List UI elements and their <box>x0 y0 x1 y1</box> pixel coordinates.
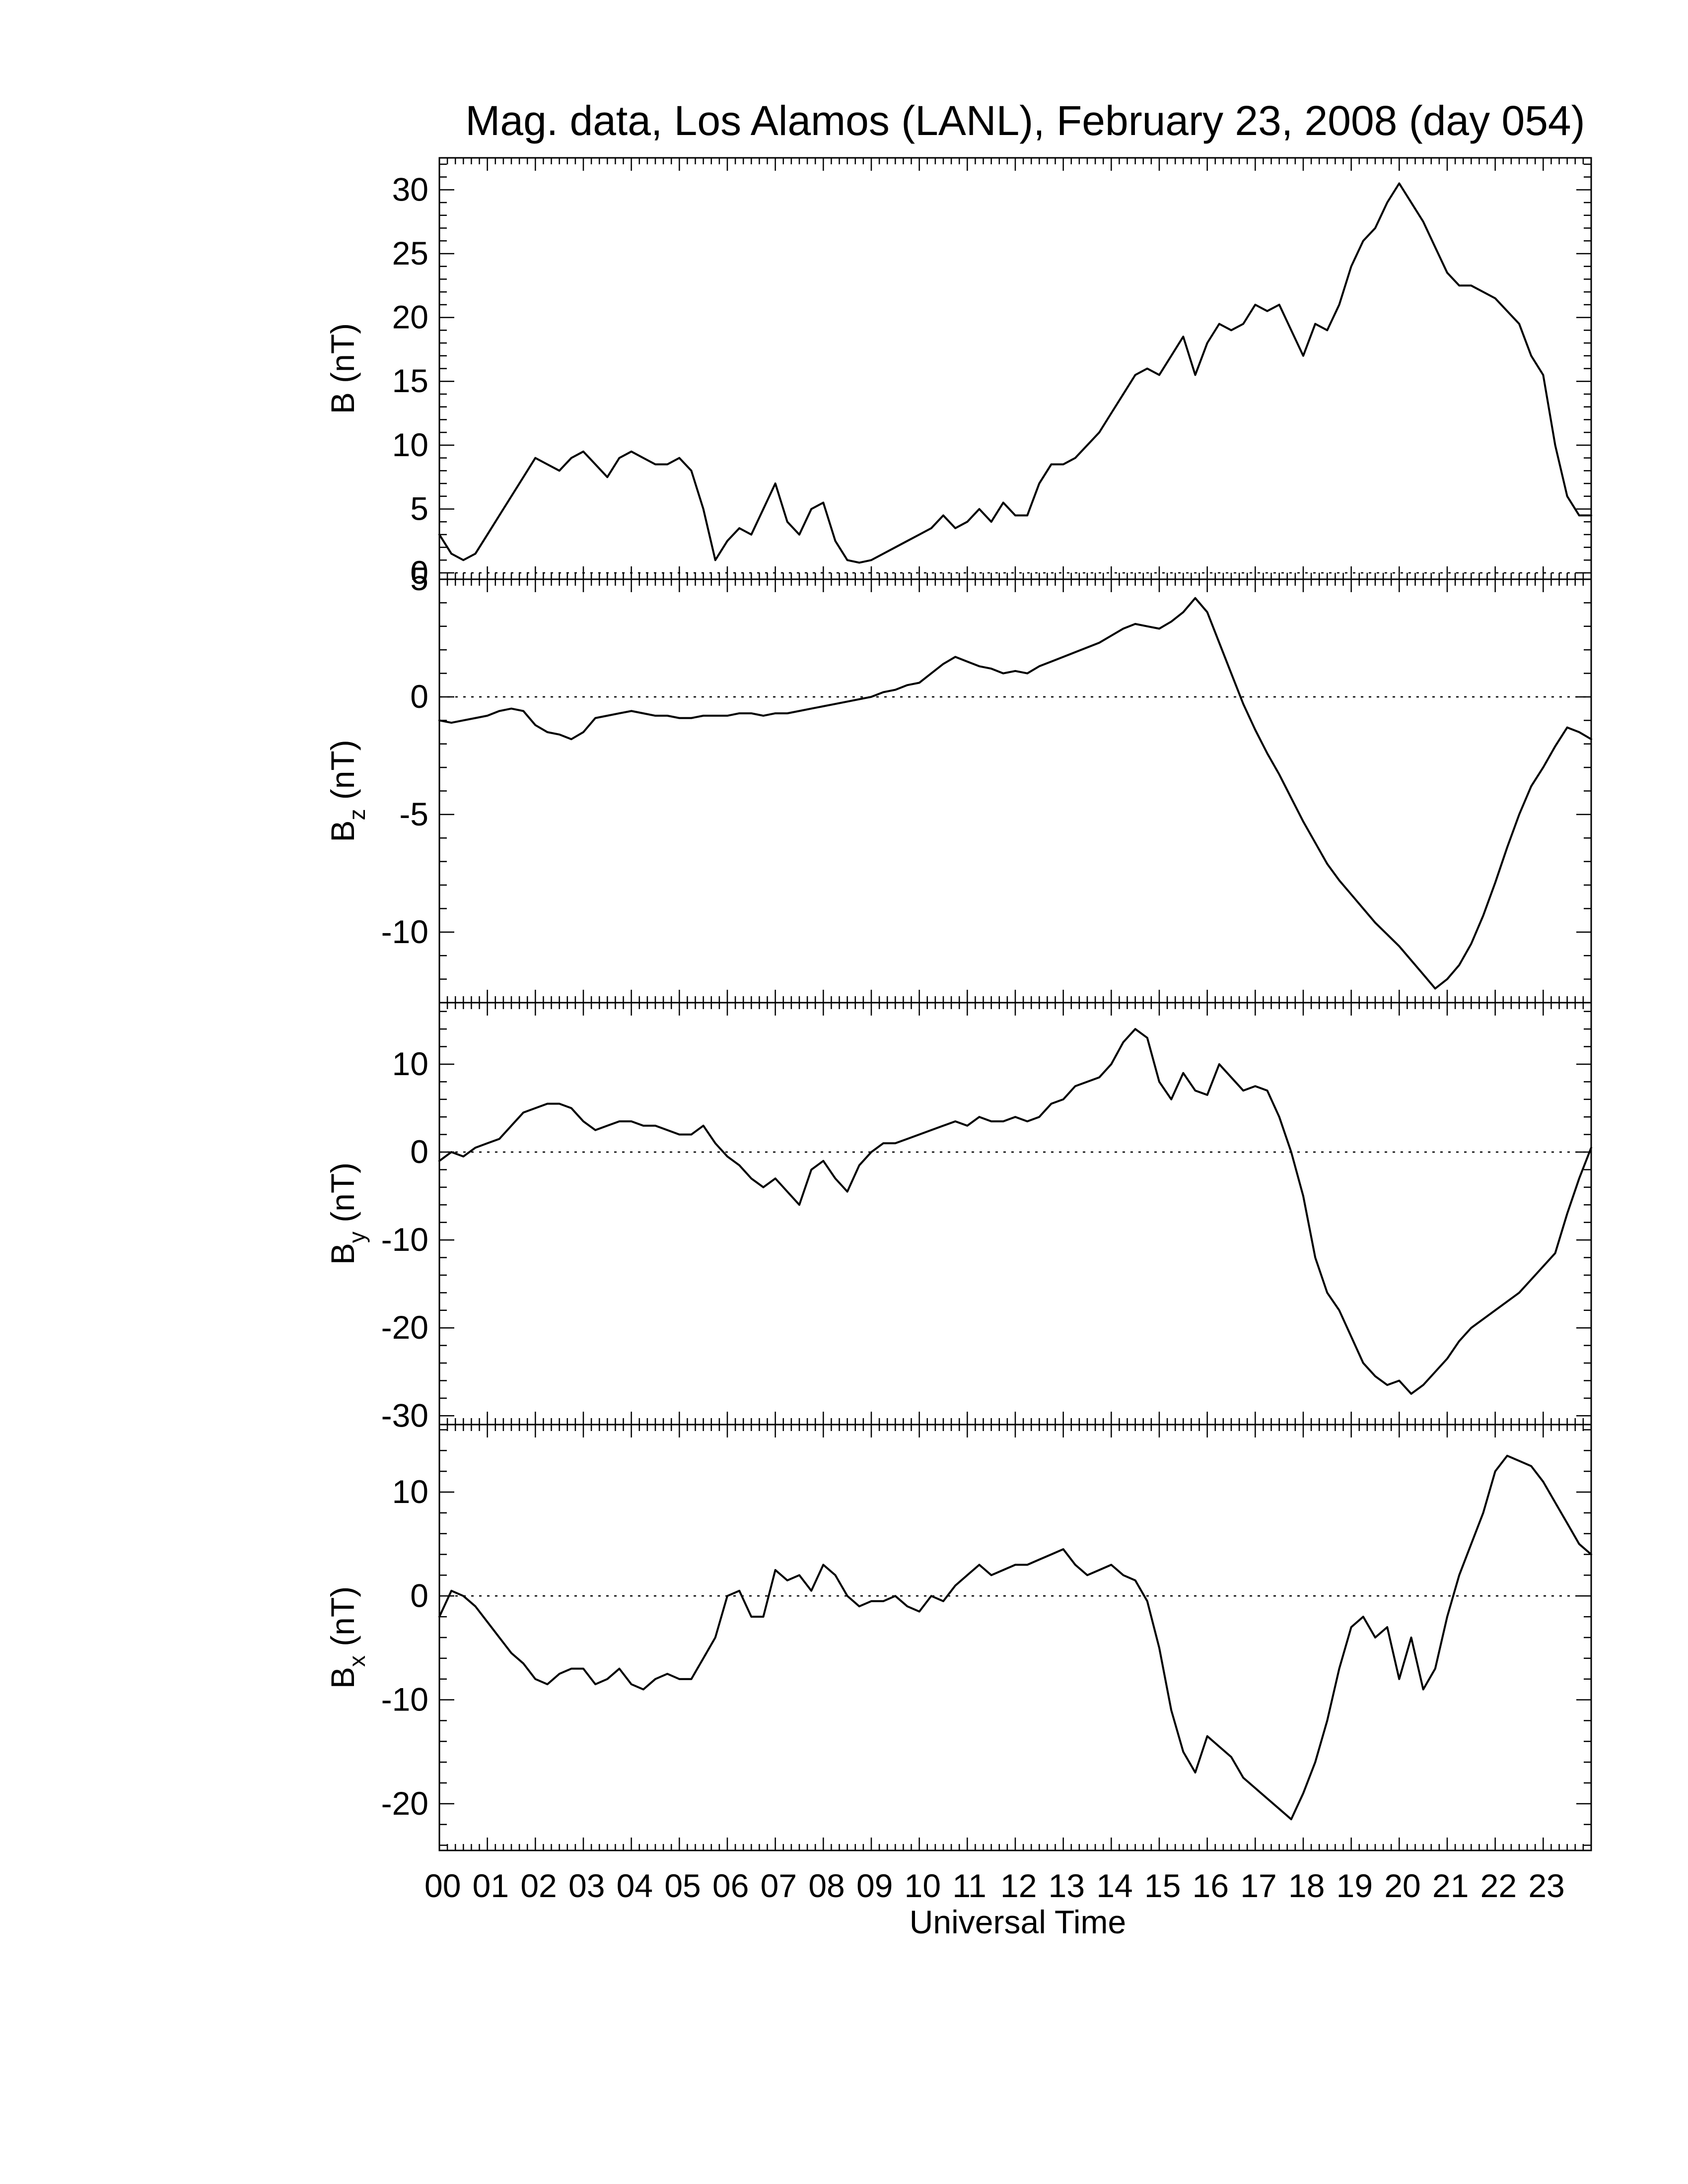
y-tick-label: 25 <box>392 235 428 272</box>
y-tick-label: 30 <box>392 171 428 207</box>
x-tick-label: 11 <box>952 1867 986 1904</box>
y-tick-label: 0 <box>410 554 428 591</box>
y-tick-label: 10 <box>392 1473 428 1510</box>
x-tick-label: 19 <box>1336 1867 1373 1904</box>
series-line-by <box>438 1028 1592 1395</box>
x-tick-label: 15 <box>1144 1867 1181 1904</box>
y-tick-label: 5 <box>410 560 428 597</box>
y-tick-label: 10 <box>392 426 428 463</box>
y-tick-label: 5 <box>410 490 428 527</box>
x-axis-label: Universal Time <box>910 1904 1126 1940</box>
x-tick-label: 22 <box>1480 1867 1517 1904</box>
x-tick-label: 04 <box>617 1867 653 1904</box>
y-axis-label: By (nT) <box>324 1162 370 1265</box>
y-tick-label: 0 <box>410 1133 428 1170</box>
x-tick-label: 01 <box>473 1867 509 1904</box>
y-tick-label: -10 <box>381 1681 428 1718</box>
y-axis-label: B (nT) <box>324 323 361 414</box>
y-tick-label: -5 <box>399 796 428 832</box>
y-axis-label: Bz (nT) <box>324 740 370 842</box>
x-tick-label: 03 <box>568 1867 605 1904</box>
y-tick-label: 10 <box>392 1045 428 1082</box>
figure-title: Mag. data, Los Alamos (LANL), February 2… <box>465 97 1585 144</box>
y-tick-label: 15 <box>392 362 428 399</box>
x-tick-label: 17 <box>1240 1867 1276 1904</box>
x-tick-label: 14 <box>1096 1867 1132 1904</box>
y-tick-label: -20 <box>381 1309 428 1346</box>
x-tick-label: 09 <box>856 1867 893 1904</box>
x-tick-label: 12 <box>1000 1867 1037 1904</box>
x-tick-label: 07 <box>761 1867 797 1904</box>
y-tick-label: -10 <box>381 913 428 950</box>
x-tick-label: 06 <box>712 1867 749 1904</box>
panel-b: 0 5 10 15 20 25 30 B (nT) <box>324 157 1592 591</box>
x-tick-label: 08 <box>808 1867 844 1904</box>
y-tick-label: -10 <box>381 1221 428 1258</box>
series-line-bx <box>438 1454 1592 1821</box>
x-tick-label: 21 <box>1432 1867 1469 1904</box>
x-tick-label: 10 <box>905 1867 941 1904</box>
x-tick-label: 16 <box>1193 1867 1229 1904</box>
panel-by: 10 0 -10 -20 -30 By (nT) <box>324 1002 1592 1433</box>
y-tick-label: -30 <box>381 1397 428 1433</box>
x-tick-label: 00 <box>424 1867 461 1904</box>
y-tick-label: 20 <box>392 299 428 336</box>
x-tick-label: 13 <box>1049 1867 1085 1904</box>
x-tick-label: 20 <box>1384 1867 1420 1904</box>
x-tick-label: 05 <box>664 1867 701 1904</box>
y-tick-label: -20 <box>381 1785 428 1822</box>
x-tick-label: 18 <box>1288 1867 1325 1904</box>
x-tick-label: 23 <box>1528 1867 1564 1904</box>
y-axis-label: Bx (nT) <box>324 1586 370 1689</box>
panel-bx: 10 0 -10 -20 Bx (nT) <box>324 1424 1592 1851</box>
series-line-b <box>438 182 1592 564</box>
y-tick-label: 0 <box>410 678 428 715</box>
x-axis: 00 01 02 03 04 05 06 07 08 09 10 11 12 13 14 15 16 17 18 19… <box>424 1867 1565 1904</box>
series-line-bz <box>438 597 1592 990</box>
y-tick-label: 0 <box>410 1577 428 1614</box>
x-tick-label: 02 <box>520 1867 557 1904</box>
